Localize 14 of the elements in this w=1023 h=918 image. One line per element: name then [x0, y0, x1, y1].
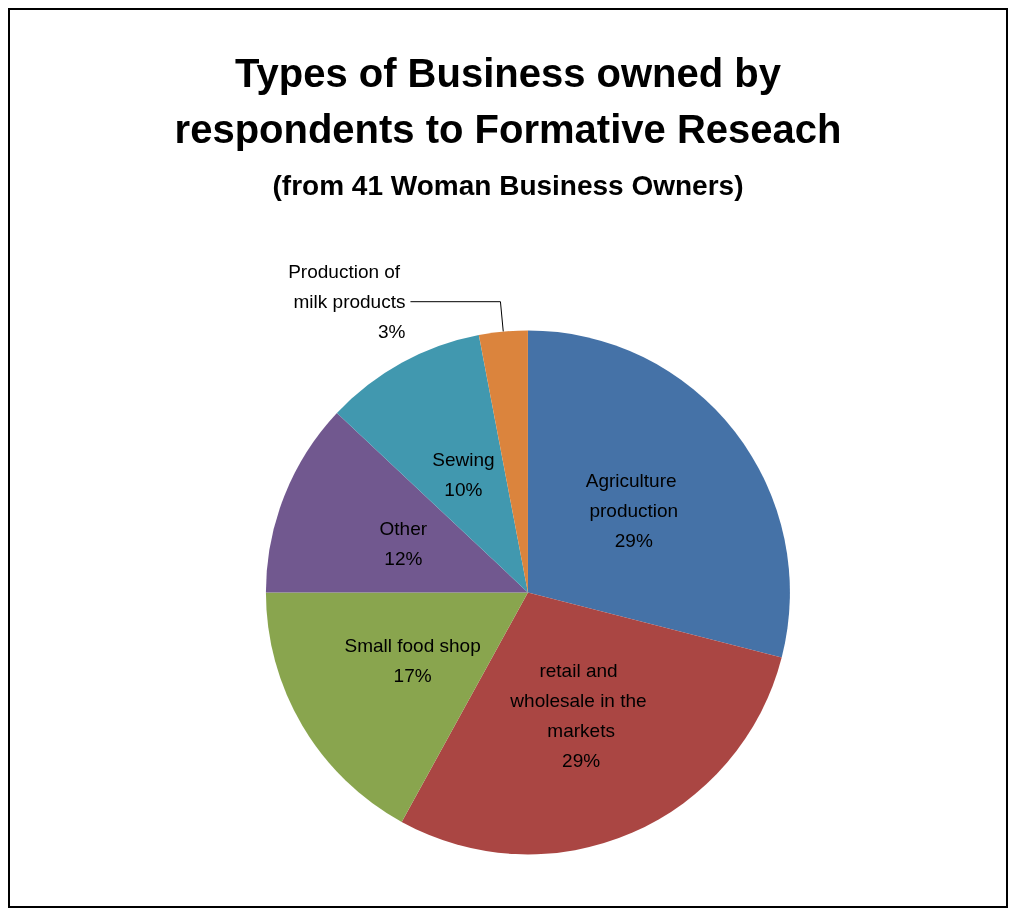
data-label: 3% [377, 321, 406, 343]
data-label: 29% [614, 529, 653, 551]
slice-label: Other [379, 517, 428, 539]
data-label: 12% [384, 547, 423, 569]
data-label: 10% [444, 479, 483, 501]
data-label: 29% [562, 749, 601, 771]
slice-label: Agriculture production [585, 469, 682, 521]
chart-subtitle: (from 41 Woman Business Owners) [272, 169, 744, 201]
slice-label: Production of milk products [288, 261, 406, 313]
slice-label: Sewing [432, 449, 495, 471]
data-label: 17% [393, 665, 432, 687]
slice-label: Small food shop [344, 635, 481, 657]
chart-title: Types of Business owned by respondents to Formative Reseach [174, 51, 842, 151]
slice-label: retail and wholesale in the markets [509, 659, 652, 741]
